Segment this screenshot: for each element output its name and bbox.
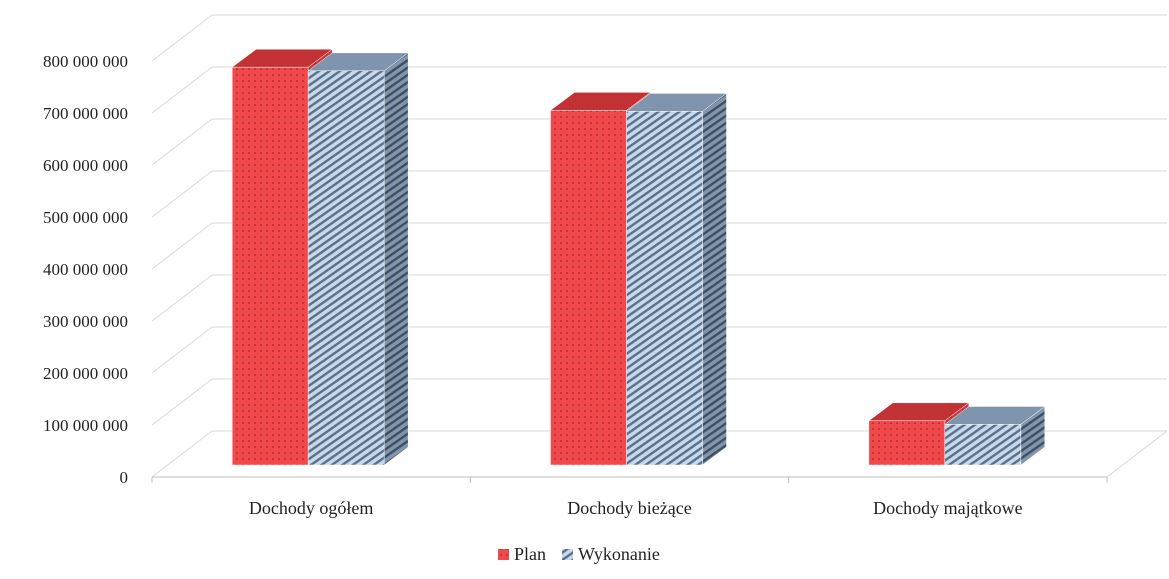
y-tick-label: 500 000 000: [43, 208, 128, 227]
bar-plan: [550, 110, 627, 466]
y-tick-label: 100 000 000: [43, 416, 128, 435]
x-tick-label: Dochody majątkowe: [873, 498, 1022, 518]
gridline-depth: [151, 378, 213, 426]
gridline-depth: [151, 14, 213, 62]
gridline-depth: [151, 66, 213, 114]
bar-wykonanie: [307, 70, 385, 466]
x-tick-label: Dochody ogółem: [249, 498, 373, 518]
bar-plan: [231, 66, 309, 466]
x-tick-label: Dochody bieżące: [567, 498, 691, 518]
y-tick-label: 700 000 000: [43, 104, 128, 123]
gridline-depth: [151, 222, 213, 270]
y-tick-label: 800 000 000: [43, 52, 128, 71]
gridline-depth: [151, 326, 213, 374]
legend-swatch-plan: [498, 549, 509, 560]
bar-side-wykonanie: [702, 92, 727, 466]
y-tick-label: 600 000 000: [43, 156, 128, 175]
bar-wykonanie: [626, 111, 703, 466]
legend-label: Wykonanie: [578, 544, 660, 564]
y-tick-label: 400 000 000: [43, 260, 128, 279]
y-tick-label: 0: [120, 468, 129, 487]
legend-swatch-wykonanie: [562, 549, 573, 560]
gridline-depth: [151, 430, 213, 478]
bar-plan: [868, 420, 946, 466]
y-tick-label: 200 000 000: [43, 364, 128, 383]
bar-side-wykonanie: [383, 52, 409, 466]
bar-wykonanie: [944, 424, 1022, 466]
legend-label: Plan: [514, 544, 546, 564]
gridline-depth: [151, 170, 213, 218]
gridline-depth: [151, 118, 213, 166]
y-tick-label: 300 000 000: [43, 312, 128, 331]
gridline-depth: [151, 274, 213, 322]
floor-edge: [1106, 430, 1168, 478]
